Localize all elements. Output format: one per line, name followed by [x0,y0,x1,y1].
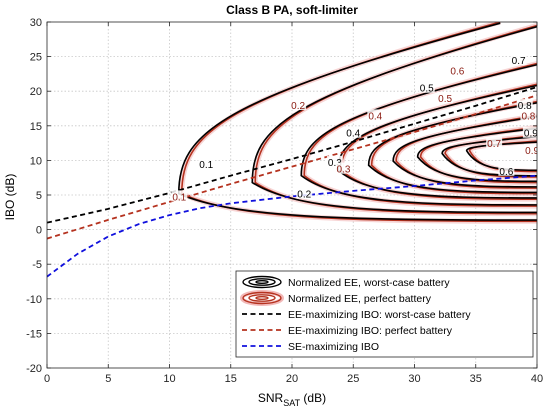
contour-level-label: 0.4 [346,129,360,140]
x-axis-label: SNRSAT (dB) [258,391,326,408]
contour-label-bg [290,99,307,111]
legend-entry-label: Normalized EE, worst-case battery [288,277,450,289]
contour-label-bg [498,164,515,176]
plot-clipped-layer: 0.1 0.1 0.2 0.2 0.30.3 0.4 0.4 0.5 0.5 0.6 0.6 0.7 0… [47,22,539,278]
ibo-dashed-line [47,174,537,278]
contour-label-bg [345,126,362,138]
y-tick-label: -5 [32,259,42,271]
legend-swatch-contour [242,291,282,305]
contour-level-label: 0.8 [518,101,532,112]
y-tick-label: 20 [30,86,42,98]
y-tick-label: 25 [30,52,42,64]
contour-worst-line [441,135,537,177]
y-tick-label: 15 [30,121,42,133]
ibo-dashed-line [47,94,537,240]
contour-level-label: 0.5 [420,84,434,95]
contour-level-label: 0.7 [512,56,526,67]
contour-level-label: 0.4 [368,111,382,122]
legend-entry-label: EE-maximizing IBO: perfect battery [288,325,453,337]
legend-entry-label: Normalized EE, perfect battery [288,293,432,305]
contour-label-bg [296,187,313,199]
contour-level-label: 0.8 [521,111,535,122]
contour-label-bg [516,99,533,111]
contour-level-label: 0.9 [525,146,539,157]
contour-label-bg [418,81,435,93]
contour-level-label: 0.2 [291,101,305,112]
x-tick-label: 15 [225,373,237,385]
contour-level-label: 0.2 [297,190,311,201]
x-tick-label: 25 [347,373,359,385]
contour-worst-line [300,63,537,206]
y-tick-label: 5 [36,190,42,202]
x-tick-label: 20 [286,373,298,385]
contour-label-bg [171,190,188,202]
contour-worst-line [367,101,537,194]
contour-level-label: 0.9 [524,129,538,140]
x-axis-label-unit: (dB) [300,391,326,405]
contour-label-bg [524,144,537,156]
x-axis-label-main: SNR [258,391,284,405]
contour-label-bg [520,109,537,121]
y-tick-label: -15 [26,328,42,340]
contour-level-label: 0.6 [499,167,513,178]
y-tick-label: 10 [30,155,42,167]
contour-label-bg [198,157,215,169]
contour-label-bg [335,162,352,174]
contour-level-label: 0.3 [336,165,350,176]
x-tick-label: 35 [470,373,482,385]
legend-swatch-contour-core [255,280,269,285]
contour-label-bg [522,126,537,138]
contour-label-bg [326,155,343,167]
contour-label-bg [510,54,527,66]
contour-level-label: 0.1 [172,192,186,203]
x-tick-label: 40 [531,373,543,385]
y-axis-label: IBO (dB) [3,174,17,221]
legend: Normalized EE, worst-case battery Normali… [235,270,534,358]
y-tick-label: 30 [30,17,42,29]
contour-label-bg [437,92,454,104]
y-tick-label: 0 [36,225,42,237]
legend-swatch-contour-inner [248,294,276,302]
contour-worst-line [251,25,537,214]
legend-swatch-contour-inner [248,278,276,286]
legend-box [235,270,534,358]
legend-entry-label: SE-maximizing IBO [288,341,379,353]
contour-label-bg [367,109,384,121]
y-tick-label: -10 [26,294,42,306]
contour-level-label: 0.6 [450,66,464,77]
x-tick-label: 10 [163,373,175,385]
x-tick-label: 0 [44,373,50,385]
contour-worst-line [416,127,537,183]
legend-entry-label: EE-maximizing IBO: worst-case battery [288,309,471,321]
x-axis-label-sub: SAT [283,398,300,408]
chart-title: Class B PA, soft-limiter [226,3,358,17]
legend-swatch-contour-core [255,296,269,301]
contour-label-bg [486,137,503,149]
contour-label-bg [449,64,466,76]
legend-swatch-contour [242,275,282,289]
contour-level-label: 0.7 [487,139,501,150]
x-tick-label: 5 [105,373,111,385]
contour-level-label: 0.5 [438,94,452,105]
plot-area: 0.1 0.1 0.2 0.2 0.30.3 0.4 0.4 0.5 0.5 0.6 0.6 0.7 0… [26,17,543,385]
y-tick-label: -20 [26,363,42,375]
contour-level-label: 0.3 [328,158,342,169]
contour-worst-line [392,115,537,188]
x-tick-label: 30 [408,373,420,385]
contour-level-label: 0.1 [199,160,213,171]
